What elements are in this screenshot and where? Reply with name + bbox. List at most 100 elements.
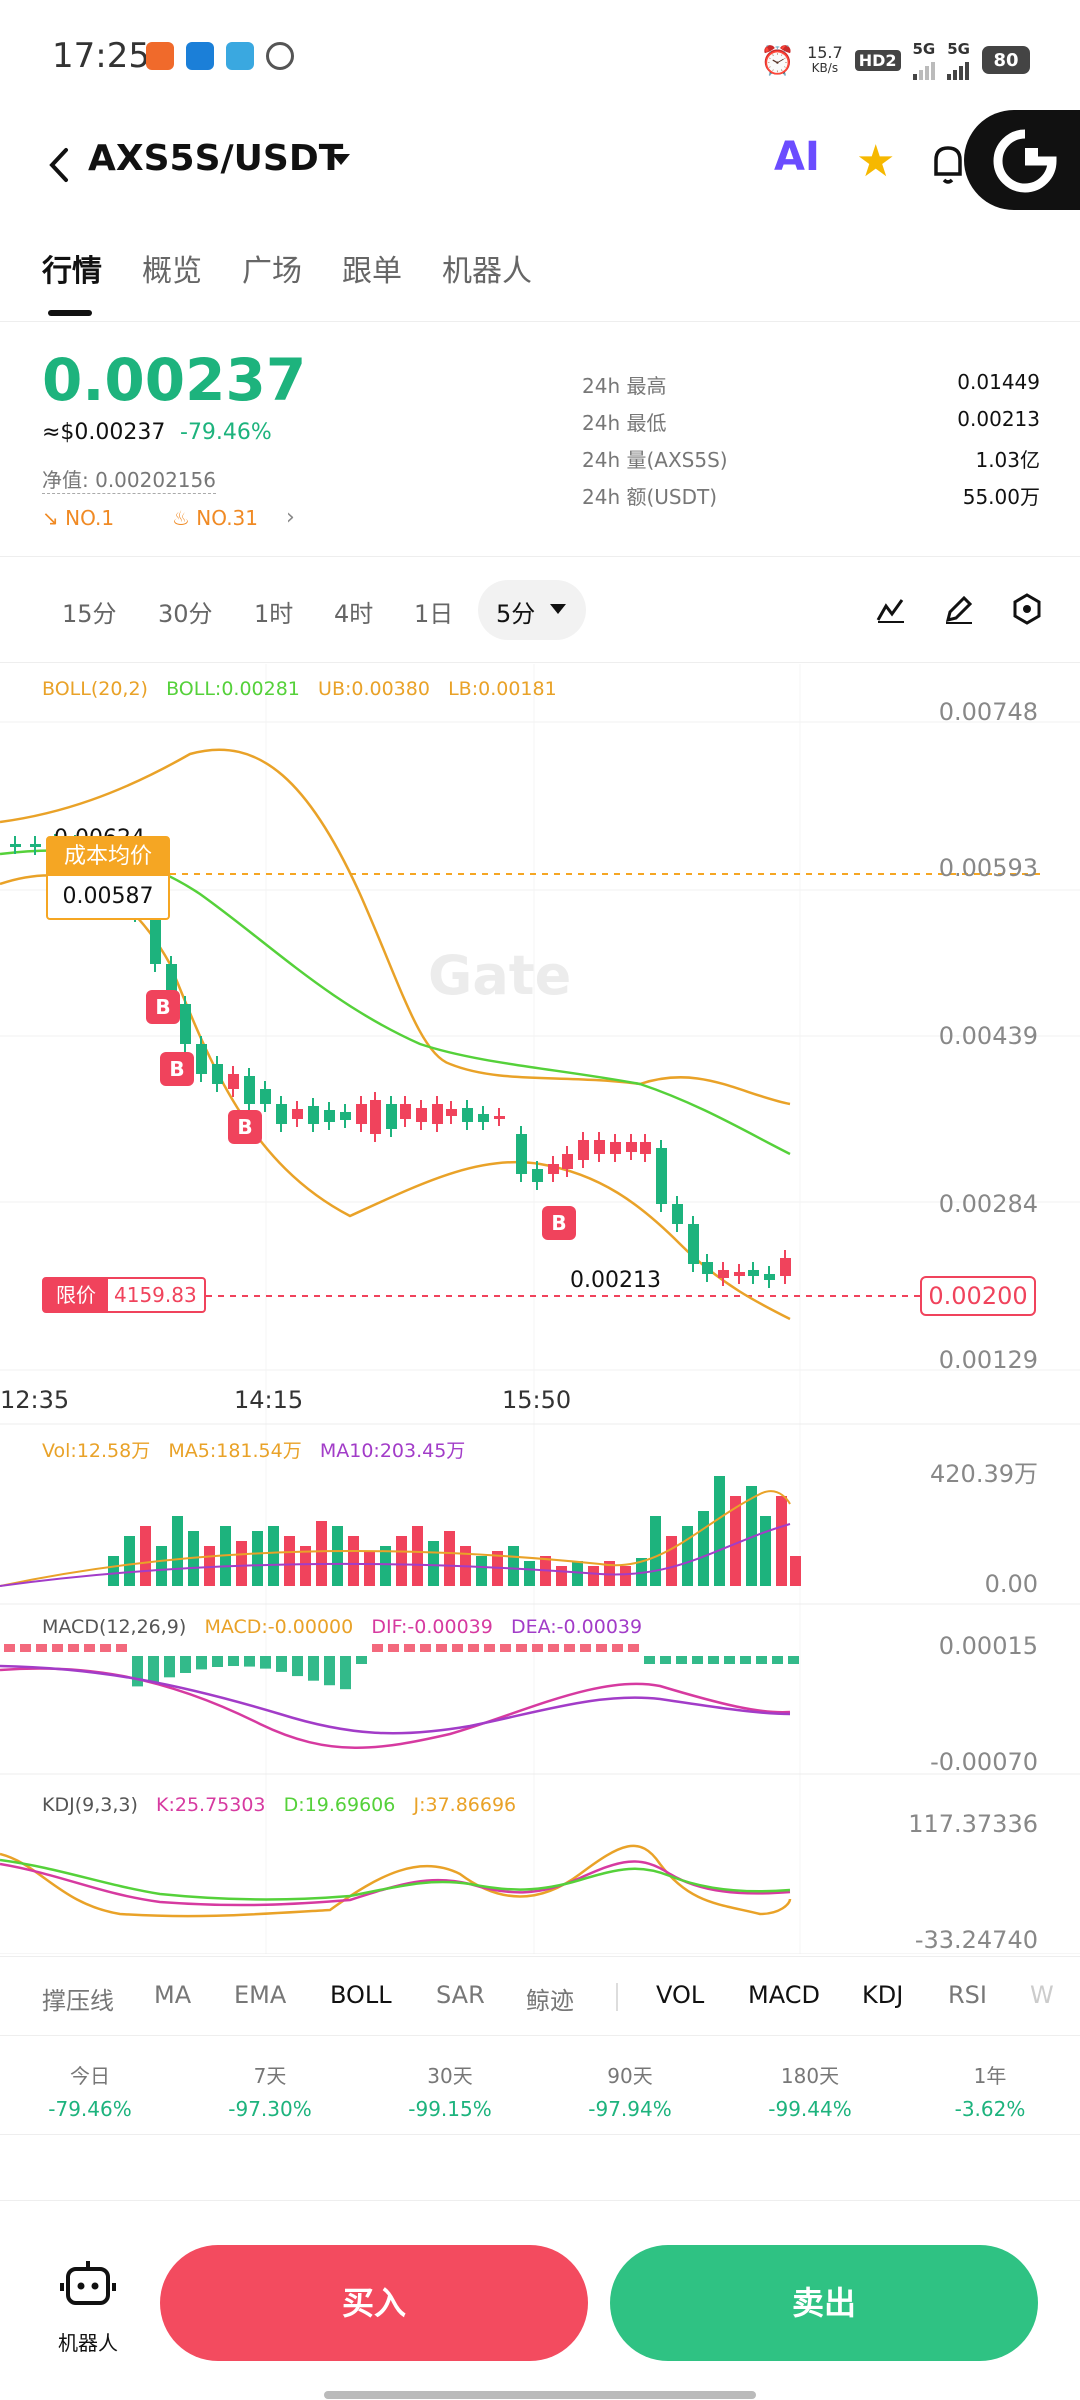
kline-chart-svg[interactable] [0,664,1080,1954]
indicator-macd[interactable]: MACD [748,1981,820,2009]
timeframe-selector[interactable] [478,580,586,640]
candle-body [400,1104,411,1119]
macd-histogram-bar [404,1644,415,1652]
home-indicator[interactable] [324,2391,756,2399]
macd-histogram-bar [132,1656,143,1687]
gate-watermark: Gate [428,944,572,1007]
indicator-boll[interactable]: BOLL [330,1981,392,2009]
net-value[interactable]: 净值: 0.00202156 [42,464,216,494]
volume-bar [444,1531,455,1586]
timeframe-1h[interactable]: 1时 [254,600,294,628]
indicator-wr[interactable]: W [1030,1981,1054,2009]
timeframe-1d[interactable]: 1日 [414,600,454,628]
macd-histogram-bar [676,1656,687,1664]
indicator-rsi[interactable]: RSI [948,1981,987,2009]
chevron-right-icon[interactable]: › [286,505,295,530]
robot-label[interactable]: 机器人 [58,2331,118,2355]
macd-histogram-bar [340,1656,351,1690]
buy-marker[interactable]: B [160,1052,194,1086]
volume-bar [698,1511,709,1586]
tab-overview[interactable]: 概览 [142,254,202,289]
volume-bar [476,1556,487,1586]
timeframe-active-label[interactable]: 5分 [496,600,536,628]
macd-histogram-bar [372,1644,383,1652]
volume-bar [620,1566,631,1586]
candle-body [30,844,41,847]
macd-histogram-bar [644,1656,655,1664]
volume-bar [348,1536,359,1586]
macd-dif-line [0,1667,791,1749]
rank-hot[interactable]: ♨ NO.31 [172,506,258,530]
indicator-ema[interactable]: EMA [234,1981,287,2009]
kdj-axis-label: 117.37336 [908,1810,1038,1838]
indicator-kdj[interactable]: KDJ [862,1981,904,2009]
buy-button[interactable]: 买入 [160,2245,588,2361]
indicator-selector: 撑压线 MA EMA BOLL SAR 鲸迹 VOL MACD KDJ RSI … [0,1956,1080,2036]
buy-marker[interactable]: B [542,1206,576,1240]
kdj-k-line [0,1860,791,1907]
candle-body [672,1204,683,1224]
settings-hexagon-icon[interactable] [1010,592,1044,626]
main-tabs: 行情 概览 广场 跟单 机器人 [0,232,1080,322]
volume-bar [666,1536,677,1586]
indicator-vol[interactable]: VOL [656,1981,705,2009]
status-time: 17:25 [52,36,150,76]
tab-robot[interactable]: 机器人 [442,254,532,289]
tab-square[interactable]: 广场 [242,254,302,289]
back-arrow-icon[interactable] [40,140,80,190]
indicator-ma[interactable]: MA [154,1981,192,2009]
pair-selector[interactable]: AXS5S/USDT [88,138,344,179]
indicator-sar[interactable]: SAR [436,1981,485,2009]
bottom-bar: 机器人 买入 卖出 [0,2200,1080,2400]
bell-icon[interactable] [928,140,968,188]
candle-body [386,1104,397,1129]
timeframe-30m[interactable]: 30分 [158,600,213,628]
cost-average-tag[interactable]: 成本均价 0.00587 [46,836,170,920]
macd-histogram-bar [212,1656,223,1667]
macd-histogram-bar [244,1656,255,1667]
macd-histogram-bar [388,1644,399,1652]
macd-histogram-bar [692,1656,703,1664]
indicator-whale[interactable]: 鲸迹 [526,1987,574,2015]
candle-body [292,1109,303,1119]
candle-body [228,1074,239,1089]
indicator-chart-icon[interactable] [874,592,908,626]
volume-bar [124,1536,135,1586]
limit-order-tag[interactable]: 限价 4159.83 [42,1277,206,1313]
tab-copy-trade[interactable]: 跟单 [342,254,402,289]
candle-body [150,914,161,964]
price-axis-label: 0.00593 [938,854,1038,882]
macd-histogram-bar [68,1644,79,1652]
macd-legend: MACD(12,26,9) MACD:-0.00000 DIF:-0.00039… [42,1616,643,1638]
limit-price-tag[interactable]: 0.00200 [920,1276,1036,1316]
timeframe-4h[interactable]: 4时 [334,600,374,628]
candle-body [416,1108,427,1122]
caret-down-icon[interactable] [332,154,350,165]
tab-market[interactable]: 行情 [42,254,102,289]
candle-body [244,1076,255,1104]
signal-bars-icon [947,58,970,80]
favorite-star-icon[interactable]: ★ [856,136,896,187]
caret-down-icon[interactable] [550,604,566,614]
robot-icon[interactable] [58,2257,118,2311]
macd-histogram-bar [4,1644,15,1652]
kdj-legend: KDJ(9,3,3) K:25.75303 D:19.69606 J:37.86… [42,1794,517,1816]
kline-chart-area[interactable]: Gate BOLL(20,2) BOLL:0.00281 UB:0.00380 … [0,664,1080,1954]
volume-bar [156,1546,167,1586]
candle-body [212,1064,223,1084]
gate-floating-button[interactable] [964,110,1080,210]
price-change: -79.46% [180,420,272,445]
macd-histogram-bar [660,1656,671,1664]
macd-histogram-bar [564,1644,575,1652]
ai-assistant-icon[interactable]: AI [774,134,820,180]
macd-histogram-bar [756,1656,767,1664]
divider [0,556,1080,557]
draw-pencil-icon[interactable] [942,592,976,626]
rank-losers[interactable]: ↘ NO.1 [42,506,115,530]
buy-marker[interactable]: B [228,1110,262,1144]
buy-marker[interactable]: B [146,990,180,1024]
timeframe-15m[interactable]: 15分 [62,600,117,628]
sell-button[interactable]: 卖出 [610,2245,1038,2361]
indicator-support-resistance[interactable]: 撑压线 [42,1987,114,2015]
gate-logo-icon [993,129,1057,193]
